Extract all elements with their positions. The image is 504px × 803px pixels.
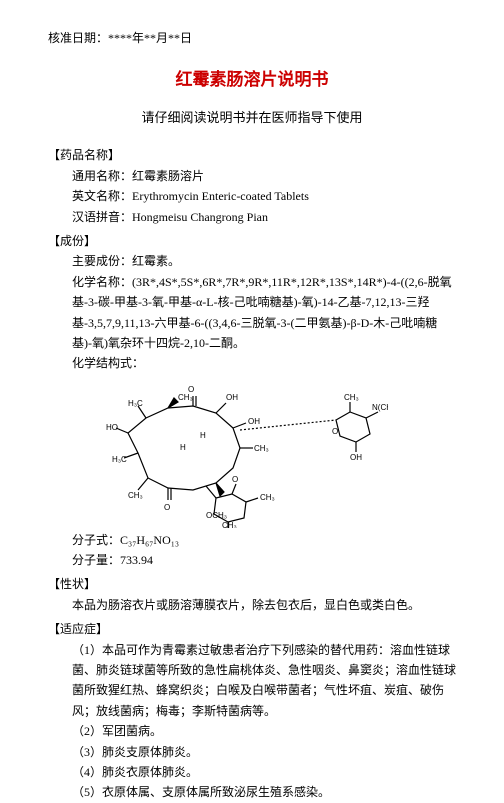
label-ch3-top: CH₃ (178, 393, 193, 402)
label-oh-sugar: OH (350, 453, 362, 462)
label-och3: OCH₃ (206, 511, 227, 520)
label-ch3-sugar1: CH₃ (344, 393, 359, 402)
label-ho: HO (106, 423, 118, 432)
weight-label: 分子量： (72, 553, 120, 567)
character-text: 本品为肠溶衣片或肠溶薄膜衣片，除去包衣后，显白色或类白色。 (48, 595, 456, 615)
indication-item-4: （4）肺炎衣原体肺炎。 (48, 762, 456, 782)
label-h3c-2: H₃C (128, 399, 143, 408)
indication-item-5: （5）衣原体属、支原体属所致泌尿生殖系感染。 (48, 782, 456, 802)
label-o-link: O (232, 475, 238, 484)
english-name-line: 英文名称：Erythromycin Enteric-coated Tablets (48, 186, 456, 206)
label-h-2: H (180, 443, 186, 452)
pinyin-line: 汉语拼音：Hongmeisu Changrong Pian (48, 207, 456, 227)
label-ch3-sugar2: CH₃ (260, 493, 275, 502)
indication-item-2: （2）军团菌病。 (48, 721, 456, 741)
english-name-value: Erythromycin Enteric-coated Tablets (132, 189, 309, 203)
label-o-sugar: O (332, 427, 338, 436)
weight-value: 733.94 (120, 553, 153, 567)
english-name-label: 英文名称： (72, 189, 132, 203)
label-o-bottom: O (164, 503, 170, 512)
label-oh-2: OH (248, 417, 260, 426)
label-oh-1: OH (226, 393, 238, 402)
structure-label: 化学结构式： (48, 353, 456, 373)
pinyin-value: Hongmeisu Changrong Pian (132, 210, 268, 224)
label-ch3-sugar3: CH₃ (222, 521, 237, 528)
indication-item-3: （3）肺炎支原体肺炎。 (48, 742, 456, 762)
generic-name-line: 通用名称：红霉素肠溶片 (48, 166, 456, 186)
label-ch3-bl: CH₃ (128, 491, 143, 500)
molecular-formula-line: 分子式：C₃₇H₆₇NO₁₃ (48, 530, 456, 550)
label-ch3-r: CH₃ (254, 444, 269, 453)
generic-name-value: 红霉素肠溶片 (132, 169, 204, 183)
section-ingredient: 【成份】 (48, 231, 456, 251)
indication-item-1: （1）本品可作为青霉素过敏患者治疗下列感染的替代用药：溶血性链球菌、肺炎链球菌等… (48, 640, 456, 722)
approval-date: 核准日期：****年**月**日 (48, 28, 456, 48)
label-nch32: N(CH₃)₂ (372, 403, 388, 412)
document-title: 红霉素肠溶片说明书 (48, 66, 456, 95)
main-ingredient: 主要成份：红霉素。 (48, 251, 456, 271)
section-character: 【性状】 (48, 574, 456, 594)
document-subtitle: 请仔细阅读说明书并在医师指导下使用 (48, 107, 456, 129)
pinyin-label: 汉语拼音： (72, 210, 132, 224)
chemical-name: 化学名称：(3R*,4S*,5S*,6R*,7R*,9R*,11R*,12R*,… (48, 272, 456, 354)
molecular-weight-line: 分子量：733.94 (48, 550, 456, 570)
chemical-structure-diagram: HO H₃C H₃C O O CH₃ OH OH CH₃ CH₃ CH₃ N(C… (48, 378, 456, 528)
generic-name-label: 通用名称： (72, 169, 132, 183)
label-h3c: H₃C (112, 455, 127, 464)
formula-value: C₃₇H₆₇NO₁₃ (120, 533, 179, 547)
label-h-1: H (200, 431, 206, 440)
section-drug-name: 【药品名称】 (48, 145, 456, 165)
formula-label: 分子式： (72, 533, 120, 547)
chemical-name-text: 化学名称：(3R*,4S*,5S*,6R*,7R*,9R*,11R*,12R*,… (72, 275, 452, 350)
section-indication: 【适应症】 (48, 619, 456, 639)
